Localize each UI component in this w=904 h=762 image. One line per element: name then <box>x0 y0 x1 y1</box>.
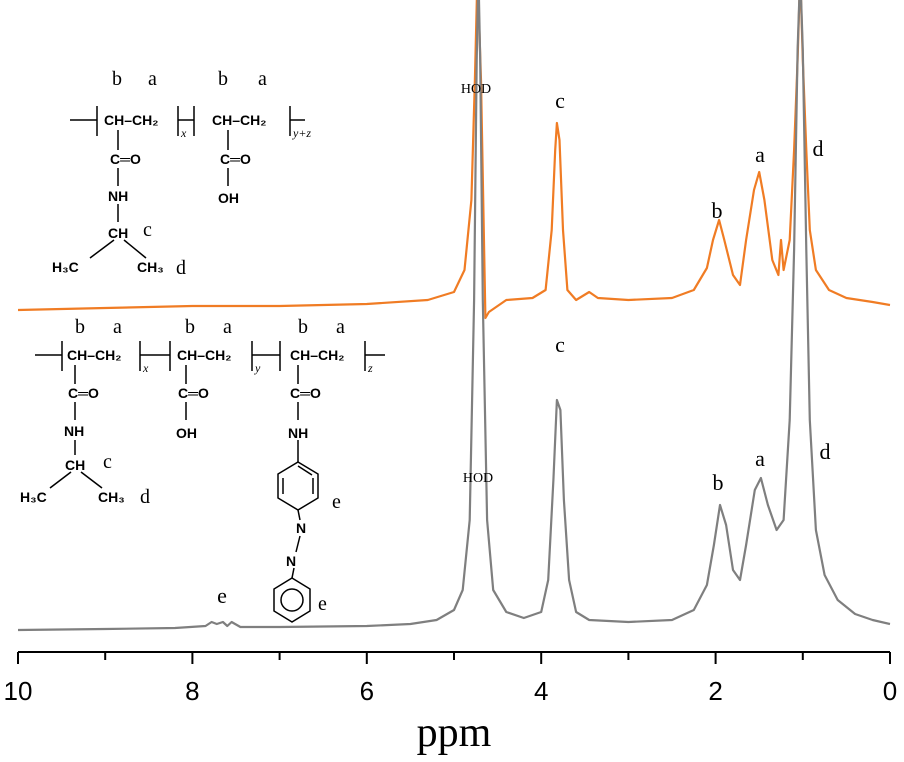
structure-label: NH <box>108 188 128 204</box>
structure-label: x <box>180 126 187 140</box>
structure-label: c <box>103 451 112 473</box>
structure-label: CH₃ <box>98 489 125 505</box>
structure-label: H₃C <box>20 489 47 505</box>
structure-label: C═O <box>220 151 251 167</box>
structure-label: OH <box>176 425 197 441</box>
plot-area <box>17 0 891 632</box>
peak-annotation: HOD <box>463 471 493 486</box>
structures: b a b a CH–CH₂ x CH–CH₂ y+z C═O NH CH c … <box>20 68 385 623</box>
structure-label: C═O <box>110 151 141 167</box>
x-tick-label: 10 <box>4 676 33 706</box>
peak-annotation: a <box>755 446 765 471</box>
structure-bottom-bonds <box>35 341 385 623</box>
structure-top-bonds <box>70 106 305 259</box>
structure-label: e <box>318 593 327 615</box>
structure-label: CH–CH₂ <box>290 347 344 363</box>
structure-label: y <box>254 361 261 375</box>
structure-label: a <box>258 68 267 90</box>
peak-annotation: e <box>217 583 227 608</box>
structure-label: N <box>296 520 306 536</box>
structure-label: b <box>185 316 195 338</box>
peak-annotation: d <box>820 439 831 464</box>
structure-label: a <box>148 68 157 90</box>
x-axis-label: ppm <box>417 710 492 756</box>
peak-annotation: a <box>755 142 765 167</box>
structure-label: CH–CH₂ <box>104 112 158 128</box>
structure-label: b <box>112 68 122 90</box>
peak-annotation: d <box>813 136 824 161</box>
peak-annotation: b <box>712 198 723 223</box>
x-tick-label: 2 <box>708 676 722 706</box>
structure-label: a <box>336 316 345 338</box>
structure-label: y+z <box>292 126 311 140</box>
peak-annotation: b <box>713 470 724 495</box>
x-tick-label: 0 <box>883 676 897 706</box>
structure-label: OH <box>218 190 239 206</box>
structure-label: a <box>113 316 122 338</box>
structure-label: C═O <box>178 385 209 401</box>
structure-label: b <box>75 316 85 338</box>
structure-label: CH <box>108 225 128 241</box>
structure-label: N <box>286 553 296 569</box>
x-tick-label: 8 <box>185 676 199 706</box>
structure-label: CH₃ <box>137 259 164 275</box>
structure-label: d <box>176 257 186 279</box>
structure-label: a <box>223 316 232 338</box>
peak-annotation: c <box>555 332 565 357</box>
structure-label: C═O <box>68 385 99 401</box>
structure-label: c <box>143 219 152 241</box>
structure-label: d <box>140 486 150 508</box>
x-tick-label: 6 <box>360 676 374 706</box>
structure-label: NH <box>64 423 84 439</box>
structure-label: CH–CH₂ <box>67 347 121 363</box>
structure-label: H₃C <box>52 259 79 275</box>
structure-label: CH <box>65 457 85 473</box>
structure-label: CH–CH₂ <box>177 347 231 363</box>
structure-label: z <box>367 361 373 375</box>
structure-label: CH–CH₂ <box>212 112 266 128</box>
structure-label: b <box>298 316 308 338</box>
structure-label: C═O <box>290 385 321 401</box>
peak-annotation: HOD <box>461 82 491 97</box>
peak-annotation: c <box>555 88 565 113</box>
spectrum-line <box>17 0 891 632</box>
x-tick-label: 4 <box>534 676 548 706</box>
structure-label: NH <box>288 425 308 441</box>
structure-label: x <box>142 361 149 375</box>
structure-label: b <box>218 68 228 90</box>
structure-label: e <box>332 491 341 513</box>
